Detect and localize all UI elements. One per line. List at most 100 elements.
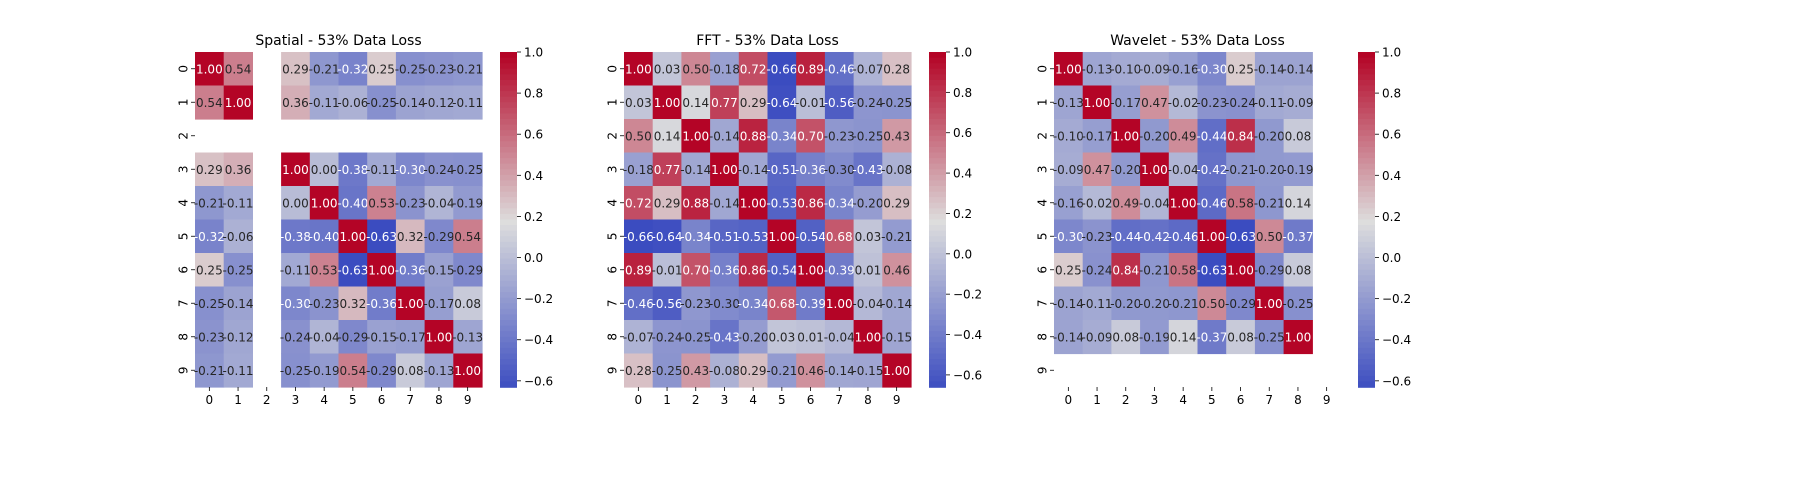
heatmap-cell <box>624 85 654 120</box>
x-tick-label: 0 <box>206 393 214 407</box>
cell-value-label: -0.30 <box>709 297 740 311</box>
heatmap-cell <box>1226 219 1256 254</box>
colorbar-segment <box>929 236 946 243</box>
colorbar-segment <box>1358 230 1375 238</box>
x-tick-label: 2 <box>692 393 700 407</box>
cell-value-label: 0.86 <box>797 196 824 210</box>
colorbar-segment <box>500 102 517 109</box>
heatmap-cell <box>424 286 454 321</box>
heatmap-cell <box>1226 85 1256 120</box>
heatmap-cell <box>223 152 253 187</box>
x-tick-label: 2 <box>1122 393 1130 407</box>
cell-value-label: 0.36 <box>225 163 252 177</box>
heatmap-cell <box>453 52 483 87</box>
cell-value-label: 1.00 <box>1170 196 1197 210</box>
cell-value-label: 1.00 <box>225 96 252 110</box>
colorbar-tick-label: 0.0 <box>1382 251 1401 265</box>
heatmap-cell <box>1283 52 1313 87</box>
cell-value-label: -0.02 <box>1168 96 1199 110</box>
cell-value-label: -0.19 <box>1139 330 1170 344</box>
heatmap-cell <box>1226 253 1256 288</box>
colorbar-segment <box>1358 292 1375 299</box>
cell-value-label: 0.03 <box>855 230 882 244</box>
colorbar-tick-label: −0.6 <box>953 368 982 382</box>
y-tick-label: 6 <box>1036 266 1050 274</box>
colorbar-tick-label: 0.6 <box>953 126 972 140</box>
colorbar-segment <box>1358 191 1375 198</box>
cell-value-label: -0.21 <box>452 62 483 76</box>
heatmap-cell <box>882 286 912 321</box>
cell-value-label: -0.36 <box>709 263 740 277</box>
cell-value-label: -0.46 <box>1196 196 1227 210</box>
x-tick-label: 2 <box>263 393 271 407</box>
cell-value-label: -0.18 <box>623 163 654 177</box>
cell-value-label: -0.53 <box>738 230 769 244</box>
heatmap-cell <box>424 253 454 288</box>
x-tick-label: 7 <box>406 393 414 407</box>
heatmap-cell <box>1226 320 1256 355</box>
colorbar-tick-label: −0.6 <box>524 374 553 388</box>
cell-value-label: -0.23 <box>680 297 711 311</box>
heatmap-cell <box>652 119 682 154</box>
colorbar-segment <box>500 364 517 372</box>
heatmap-cell <box>1111 286 1141 321</box>
heatmap-cell <box>424 219 454 254</box>
x-tick-label: 4 <box>1179 393 1187 407</box>
heatmap-cell <box>1283 152 1313 187</box>
cell-value-label: -0.29 <box>1225 297 1256 311</box>
colorbar-tick-label: 0.2 <box>524 210 543 224</box>
colorbar-segment <box>1358 96 1375 104</box>
colorbar-segment <box>929 314 946 321</box>
heatmap-cell <box>767 119 797 154</box>
heatmap-cell <box>738 52 769 87</box>
cell-value-label: -0.21 <box>309 62 340 76</box>
colorbar-segment <box>500 96 517 104</box>
heatmap-cell <box>1111 186 1141 221</box>
heatmap-cell <box>882 320 912 355</box>
colorbar-segment <box>929 174 946 182</box>
heatmap-cell <box>738 119 769 154</box>
colorbar-segment <box>929 146 946 154</box>
heatmap-cell <box>309 152 340 187</box>
colorbar-segment <box>500 79 517 87</box>
cell-value-label: 0.28 <box>625 364 652 378</box>
heatmap-cell <box>281 152 311 187</box>
heatmap-cell <box>309 186 340 221</box>
cell-value-label: 0.70 <box>682 263 709 277</box>
cell-value-label: -0.64 <box>766 96 797 110</box>
heatmap-cell <box>824 85 855 120</box>
cell-value-label: -0.24 <box>1225 96 1256 110</box>
cell-value-label: 0.89 <box>625 263 652 277</box>
heatmap-cell <box>767 52 797 87</box>
colorbar-segment <box>1358 130 1375 137</box>
heatmap-cell <box>395 353 426 388</box>
colorbar-tick-label: −0.4 <box>1382 333 1411 347</box>
cell-value-label: -0.07 <box>623 330 654 344</box>
heatmap-cell <box>309 320 340 355</box>
colorbar-segment <box>929 253 946 260</box>
cell-value-label: 1.00 <box>654 96 681 110</box>
cell-value-label: -0.36 <box>795 163 826 177</box>
colorbar-segment <box>1358 364 1375 372</box>
y-tick-label: 1 <box>1036 98 1050 106</box>
colorbar-segment <box>929 364 946 372</box>
colorbar-segment <box>1358 197 1375 204</box>
colorbar-segment <box>500 91 517 98</box>
heatmap-cell <box>853 85 883 120</box>
heatmap-cell <box>1197 85 1227 120</box>
colorbar-tick-label: −0.4 <box>953 328 982 342</box>
cell-value-label: 1.00 <box>883 364 910 378</box>
colorbar-segment <box>500 375 517 383</box>
heatmap-cell <box>853 152 883 187</box>
y-tick-label: 7 <box>606 299 620 307</box>
cell-value-label: -0.54 <box>795 230 826 244</box>
y-tick-label: 2 <box>606 132 620 140</box>
heatmap-cell <box>710 353 740 388</box>
cell-value-label: 0.14 <box>1170 330 1197 344</box>
heatmap-cell <box>710 52 740 87</box>
colorbar-segment <box>929 141 946 148</box>
cell-value-label: 0.25 <box>1055 263 1082 277</box>
heatmap-cell <box>681 152 711 187</box>
